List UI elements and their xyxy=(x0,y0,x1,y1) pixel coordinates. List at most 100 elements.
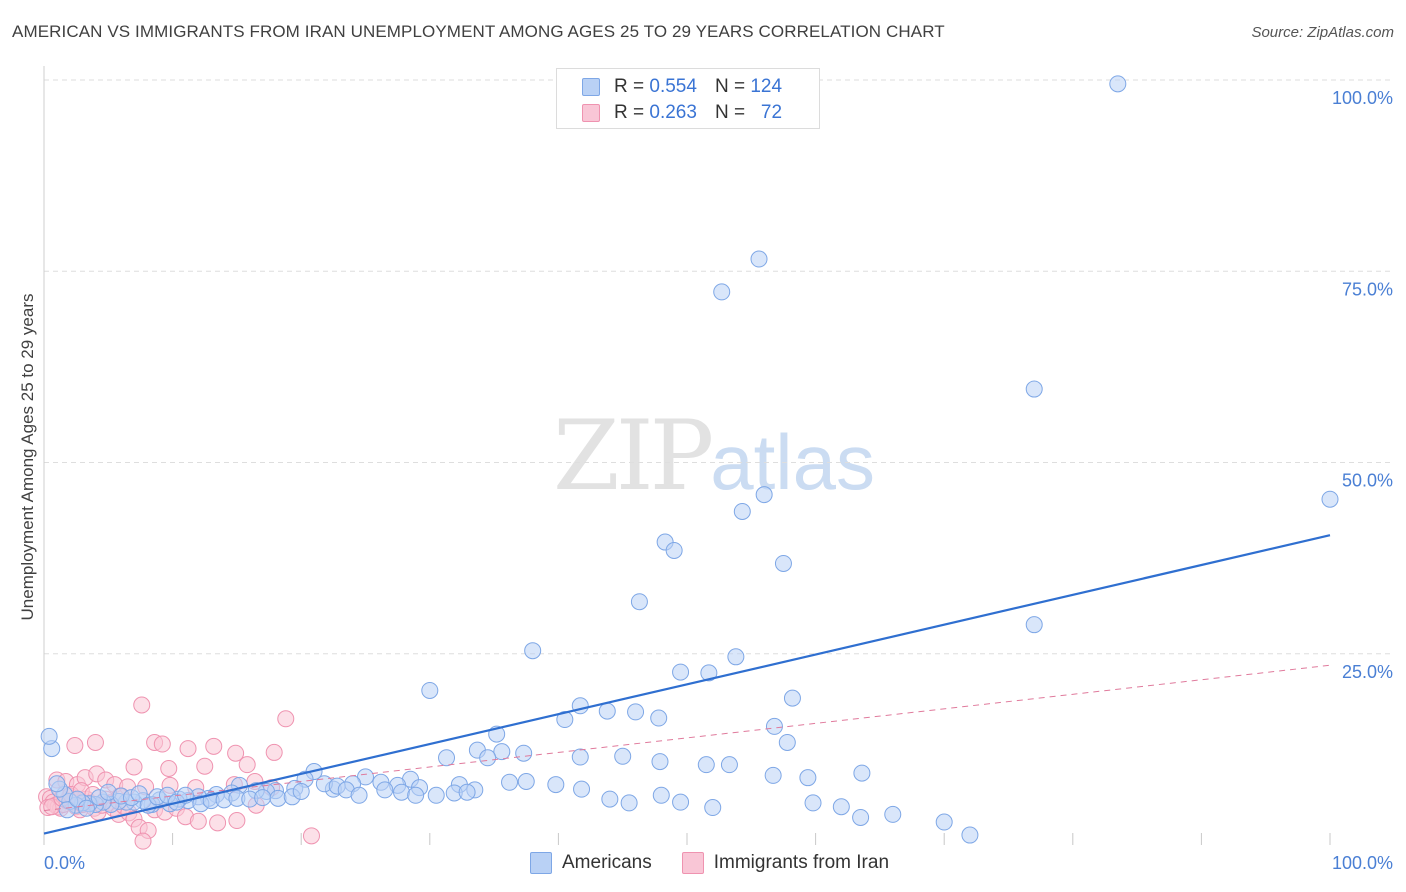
americans-point xyxy=(479,749,497,767)
iran-swatch xyxy=(582,104,600,122)
americans-point xyxy=(421,681,439,699)
y-tick-label: 50.0% xyxy=(1342,471,1393,491)
americans-point xyxy=(935,813,953,831)
iran-point xyxy=(125,758,143,776)
n-label: N = xyxy=(714,76,746,97)
iran-point xyxy=(196,757,214,775)
y-axis-label: Unemployment Among Ages 25 to 29 years xyxy=(18,293,37,621)
n-label: N = xyxy=(714,102,746,123)
americans-point xyxy=(515,744,533,762)
americans-point xyxy=(961,826,979,844)
series-legend: Americans Immigrants from Iran xyxy=(530,852,919,874)
americans-point xyxy=(524,642,542,660)
iran-point xyxy=(277,710,295,728)
americans-point xyxy=(704,799,722,817)
americans-point xyxy=(853,764,871,782)
x-tick-label: 0.0% xyxy=(44,853,85,873)
americans-point xyxy=(765,717,783,735)
americans-point xyxy=(601,790,619,808)
iran-point xyxy=(86,733,104,751)
r-value: 0.554 xyxy=(649,76,697,97)
americans-point xyxy=(598,702,616,720)
iran-point xyxy=(228,812,246,830)
legend-label-iran: Immigrants from Iran xyxy=(713,852,890,873)
americans-point xyxy=(376,781,394,799)
americans-point xyxy=(254,789,272,807)
iran-point xyxy=(265,743,283,761)
legend-label-americans: Americans xyxy=(562,852,652,873)
americans-point xyxy=(407,786,425,804)
legend-row-americans: R = 0.554 N = 124 xyxy=(582,75,782,99)
americans-point xyxy=(652,786,670,804)
americans-point xyxy=(630,593,648,611)
americans-point xyxy=(438,749,456,767)
americans-point xyxy=(852,808,870,826)
americans-point xyxy=(48,775,66,793)
americans-point xyxy=(774,554,792,572)
americans-point xyxy=(556,711,574,729)
correlation-legend: R = 0.554 N = 124 R = 0.263 N = 72 xyxy=(556,68,820,129)
y-tick-label: 25.0% xyxy=(1342,662,1393,682)
americans-point xyxy=(804,794,822,812)
iran-point xyxy=(160,760,178,777)
americans-point xyxy=(1025,380,1043,398)
americans-point xyxy=(292,782,310,800)
americans-point xyxy=(77,799,95,817)
americans-point xyxy=(493,743,511,761)
americans-point xyxy=(130,785,148,803)
iran-point xyxy=(153,735,171,753)
americans-point xyxy=(700,664,718,682)
americans-point xyxy=(832,798,850,816)
americans-trendline xyxy=(43,534,1331,835)
watermark-zip: ZIP xyxy=(553,400,714,512)
americans-point xyxy=(458,783,476,801)
americans-point xyxy=(517,773,535,791)
americans-point xyxy=(665,541,683,559)
chart-title: AMERICAN VS IMMIGRANTS FROM IRAN UNEMPLO… xyxy=(12,22,945,41)
americans-point xyxy=(672,663,690,681)
americans-point xyxy=(713,283,731,301)
americans-point xyxy=(573,780,591,798)
americans-point xyxy=(650,709,668,727)
americans-point xyxy=(750,250,768,268)
americans-point xyxy=(620,794,638,812)
legend-row-iran: R = 0.263 N = 72 xyxy=(582,101,782,125)
americans-point xyxy=(40,727,58,745)
legend-item-americans[interactable]: Americans xyxy=(530,852,652,874)
americans-point xyxy=(393,783,411,801)
americans-point xyxy=(755,486,773,504)
americans-point xyxy=(799,769,817,787)
americans-point xyxy=(697,756,715,774)
iran-point xyxy=(134,832,152,850)
americans-point xyxy=(614,747,632,765)
americans-swatch xyxy=(582,78,600,96)
americans-point xyxy=(1321,490,1339,508)
americans-point xyxy=(501,773,519,791)
americans-point xyxy=(884,805,902,823)
americans-point xyxy=(1109,75,1127,93)
americans-point xyxy=(672,793,690,811)
iran-point xyxy=(205,737,223,755)
americans-point xyxy=(58,801,76,819)
americans-point xyxy=(651,753,669,771)
x-tick-label: 100.0% xyxy=(1332,853,1393,873)
y-tick-label: 100.0% xyxy=(1332,88,1393,108)
iran-point xyxy=(209,814,227,832)
iran-swatch xyxy=(681,852,704,874)
y-tick-label: 75.0% xyxy=(1342,279,1393,299)
americans-point xyxy=(778,733,796,751)
americans-point xyxy=(727,648,745,666)
americans-point xyxy=(427,786,445,804)
n-value: 72 xyxy=(760,102,783,123)
iran-point xyxy=(302,827,320,845)
americans-point xyxy=(783,689,801,707)
americans-point xyxy=(547,776,565,794)
americans-point xyxy=(733,502,751,520)
legend-item-iran[interactable]: Immigrants from Iran xyxy=(681,852,890,874)
iran-point xyxy=(133,696,151,714)
iran-point xyxy=(238,756,256,774)
americans-point xyxy=(720,756,738,774)
r-value: 0.263 xyxy=(649,102,697,123)
americans-point xyxy=(571,748,589,766)
